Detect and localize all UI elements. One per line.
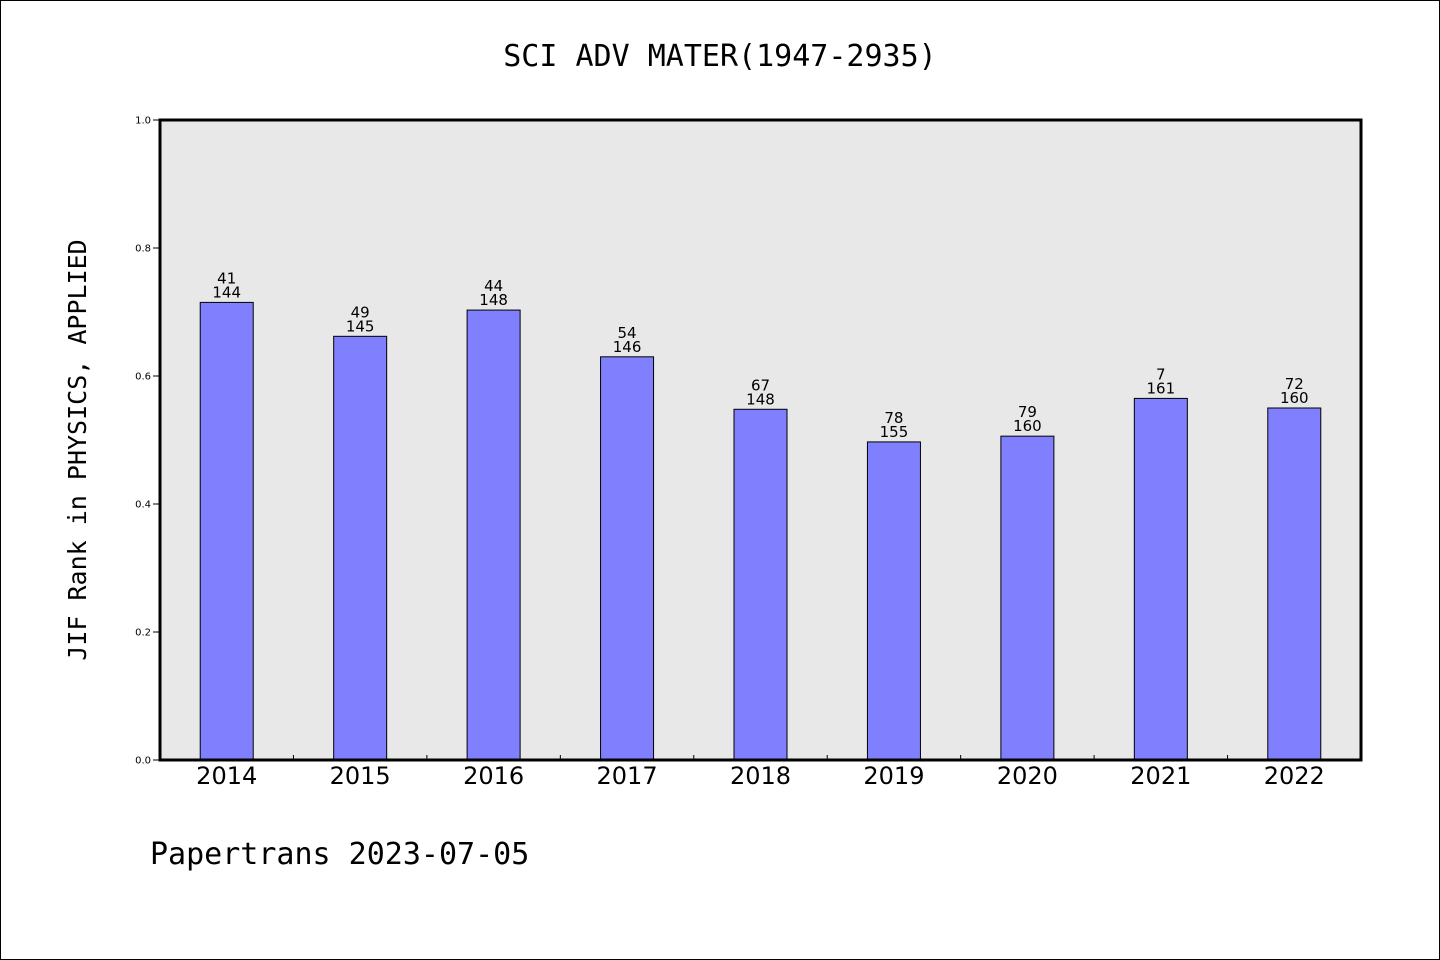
total-label: 148 [479,291,508,309]
x-tick-label: 2022 [1264,762,1325,790]
bar-2017 [600,356,655,761]
total-label: 146 [613,338,642,356]
rank-label: 79 [1018,403,1037,421]
bars [199,301,1322,761]
x-tick-label: 2016 [463,762,524,790]
total-label: 160 [1280,389,1309,407]
rank-label: 49 [351,303,370,321]
total-label: 148 [746,390,775,408]
rank-label: 7 [1156,365,1166,383]
chart-title: SCI ADV MATER(1947-2935) [503,39,936,74]
bar-2016 [466,309,521,761]
bar-2022 [1267,407,1322,761]
total-label: 161 [1147,379,1176,397]
rank-label: 72 [1285,375,1304,393]
y-tick-label: 0.0 [135,756,151,767]
y-axis-label: JIF Rank in PHYSICS, APPLIED [63,239,92,660]
x-tick-label: 2015 [330,762,391,790]
x-axis: 2014 2015 2016 2017 2018 2019 2020 2021 2022 [196,755,1325,790]
y-tick-label: 0.8 [135,244,151,255]
x-tick-label: 2019 [863,762,924,790]
bar-2020 [1000,435,1055,761]
rank-label: 78 [884,409,903,427]
y-tick-label: 0.2 [135,628,151,639]
total-label: 160 [1013,417,1042,435]
bar-2019 [866,441,921,761]
total-label: 145 [346,317,375,335]
x-tick-label: 2017 [597,762,658,790]
bar-2021 [1133,397,1188,761]
total-label: 155 [880,423,909,441]
y-axis: 0.0 0.2 0.4 0.6 0.8 1.0 [135,116,160,767]
x-tick-label: 2021 [1130,762,1191,790]
y-tick-label: 1.0 [135,116,151,127]
x-tick-label: 2014 [196,762,257,790]
total-label: 144 [212,283,241,301]
x-tick-label: 2020 [997,762,1058,790]
rank-label: 41 [217,269,236,287]
plot-border [158,118,1363,762]
y-tick-label: 0.4 [135,500,151,511]
rank-label: 54 [618,324,637,342]
bar-2018 [733,408,788,761]
bar-2014 [199,301,254,761]
rank-label: 67 [751,376,770,394]
rank-label: 44 [484,277,503,295]
y-tick-label: 0.6 [135,372,151,383]
footer-credit: Papertrans 2023-07-05 [150,837,529,872]
bar-2015 [333,335,388,761]
x-tick-label: 2018 [730,762,791,790]
